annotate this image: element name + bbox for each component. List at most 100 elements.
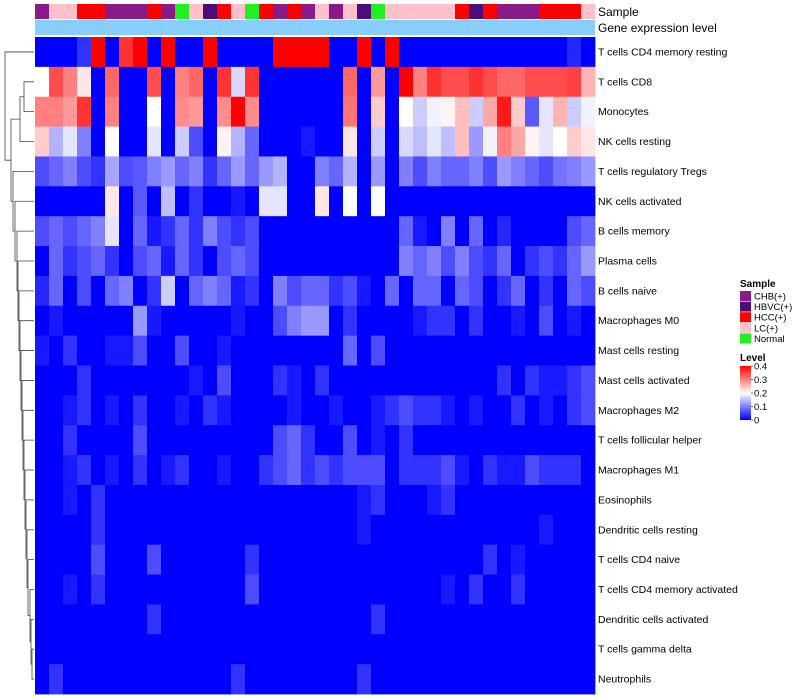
heatmap-cell xyxy=(287,425,302,456)
gene-expression-annotation-bar xyxy=(35,20,595,35)
heatmap-cell xyxy=(161,544,176,575)
heatmap-cell xyxy=(357,246,372,277)
heatmap-cell xyxy=(553,574,568,605)
heatmap-cell xyxy=(511,246,526,277)
heatmap-cell xyxy=(77,664,92,695)
heatmap-cell xyxy=(287,96,302,127)
heatmap-cell xyxy=(427,574,442,605)
heatmap-cell xyxy=(189,66,204,98)
heatmap-cell xyxy=(539,425,554,456)
heatmap-cell xyxy=(567,664,582,695)
heatmap-cell xyxy=(105,664,120,695)
heatmap-cell xyxy=(385,544,400,575)
row-label: Macrophages M0 xyxy=(598,315,679,327)
heatmap-cell xyxy=(539,126,554,157)
heatmap-cell xyxy=(441,634,456,665)
heatmap-cell xyxy=(63,37,78,68)
heatmap-cell xyxy=(231,156,246,187)
heatmap-cell xyxy=(259,425,274,456)
heatmap-cell xyxy=(539,216,554,247)
heatmap-cell xyxy=(161,604,176,635)
heatmap-cell xyxy=(581,246,596,277)
heatmap-cell xyxy=(399,66,414,98)
heatmap-cell xyxy=(511,425,526,456)
heatmap-cell xyxy=(119,335,134,366)
heatmap-cell xyxy=(301,186,316,217)
sample-annotation-cell xyxy=(161,4,176,19)
heatmap-cell xyxy=(581,574,596,605)
heatmap-cell xyxy=(217,66,232,98)
heatmap-cell xyxy=(147,395,162,426)
heatmap-cell xyxy=(553,544,568,575)
heatmap-cell xyxy=(119,96,134,127)
heatmap-cell xyxy=(63,604,78,635)
heatmap-cell xyxy=(455,425,470,456)
heatmap-cell xyxy=(553,395,568,426)
heatmap-cell xyxy=(231,126,246,157)
heatmap-cell xyxy=(203,216,218,247)
heatmap-cell xyxy=(427,365,442,396)
heatmap-cell xyxy=(301,514,316,546)
heatmap-cell xyxy=(399,126,414,157)
heatmap-cell xyxy=(469,126,484,157)
heatmap-cell xyxy=(371,395,386,426)
heatmap-cell xyxy=(203,246,218,277)
sample-annotation-cell xyxy=(357,4,372,19)
heatmap-cell xyxy=(427,37,442,68)
heatmap-cell xyxy=(581,66,596,98)
heatmap-cell xyxy=(385,305,400,337)
heatmap-cell xyxy=(273,216,288,247)
heatmap-cell xyxy=(91,126,106,157)
heatmap-cell xyxy=(483,604,498,635)
heatmap-cell xyxy=(357,604,372,635)
heatmap-cell xyxy=(399,275,414,307)
heatmap-cell xyxy=(133,484,148,516)
heatmap-cell xyxy=(287,126,302,157)
heatmap-cell xyxy=(357,425,372,456)
heatmap-cell xyxy=(385,664,400,695)
heatmap-cells xyxy=(35,37,596,695)
heatmap-cell xyxy=(413,365,428,396)
heatmap-cell xyxy=(77,395,92,426)
heatmap-cell xyxy=(539,156,554,187)
heatmap-cell xyxy=(259,664,274,695)
heatmap-cell xyxy=(525,484,540,516)
sample-legend-label: LC(+) xyxy=(754,323,778,334)
heatmap-cell xyxy=(511,37,526,68)
heatmap-cell xyxy=(357,484,372,516)
heatmap-cell xyxy=(217,37,232,68)
heatmap-cell xyxy=(35,96,50,127)
heatmap-cell xyxy=(483,484,498,516)
heatmap-cell xyxy=(49,335,64,366)
heatmap-cell xyxy=(399,156,414,187)
heatmap-cell xyxy=(63,455,78,486)
heatmap-cell xyxy=(49,305,64,337)
heatmap-cell xyxy=(483,66,498,98)
heatmap-cell xyxy=(413,544,428,575)
heatmap-cell xyxy=(539,37,554,68)
heatmap-cell xyxy=(315,126,330,157)
sample-legend-label: CHB(+) xyxy=(754,292,786,303)
heatmap-cell xyxy=(217,246,232,277)
sample-legend-swatch xyxy=(740,333,751,344)
heatmap-cell xyxy=(469,514,484,546)
heatmap-cell xyxy=(469,664,484,695)
heatmap-cell xyxy=(581,186,596,217)
heatmap-cell xyxy=(189,96,204,127)
sample-annotation-cell xyxy=(287,4,302,19)
row-dendrogram xyxy=(4,51,34,680)
heatmap-cell xyxy=(77,604,92,635)
heatmap-cell xyxy=(77,96,92,127)
heatmap-cell xyxy=(161,574,176,605)
heatmap-cell xyxy=(469,216,484,247)
sample-annotation-cell xyxy=(441,4,456,19)
heatmap-cell xyxy=(35,514,50,546)
heatmap-cell xyxy=(203,604,218,635)
heatmap-cell xyxy=(553,365,568,396)
heatmap-cell xyxy=(427,455,442,486)
heatmap-cell xyxy=(77,365,92,396)
heatmap-cell xyxy=(427,305,442,337)
heatmap-cell xyxy=(511,604,526,635)
level-tick-label: 0.2 xyxy=(754,389,767,400)
heatmap-cell xyxy=(161,425,176,456)
